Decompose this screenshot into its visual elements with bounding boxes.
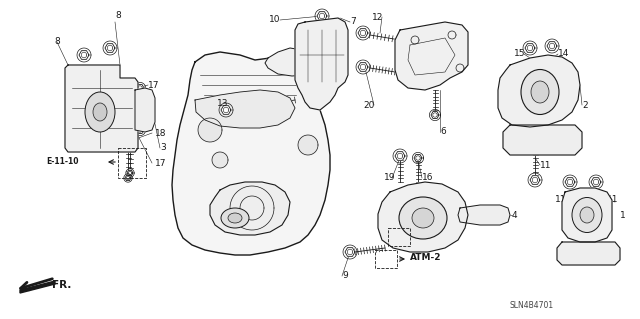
Text: 15: 15: [513, 49, 525, 58]
Text: 5: 5: [447, 50, 452, 60]
Polygon shape: [125, 175, 131, 181]
Ellipse shape: [572, 197, 602, 233]
Text: 6: 6: [440, 128, 445, 137]
Text: FR.: FR.: [52, 280, 72, 290]
Polygon shape: [565, 178, 575, 186]
Text: 10: 10: [269, 16, 280, 25]
Polygon shape: [395, 22, 468, 90]
Text: 8: 8: [115, 11, 121, 20]
Bar: [388, 228, 410, 246]
Polygon shape: [65, 65, 138, 152]
Polygon shape: [317, 12, 327, 20]
Text: 18: 18: [155, 129, 166, 137]
Polygon shape: [345, 248, 355, 256]
Polygon shape: [295, 18, 348, 110]
Ellipse shape: [228, 213, 242, 223]
Text: SLN4B4701: SLN4B4701: [510, 300, 554, 309]
Polygon shape: [127, 170, 133, 175]
Polygon shape: [525, 44, 535, 52]
Polygon shape: [79, 51, 89, 59]
Polygon shape: [135, 88, 155, 132]
Polygon shape: [136, 85, 144, 92]
Polygon shape: [562, 188, 612, 242]
Text: 1: 1: [620, 211, 626, 219]
Text: 11: 11: [607, 196, 618, 204]
Polygon shape: [530, 176, 540, 184]
Polygon shape: [221, 106, 231, 114]
Polygon shape: [557, 242, 620, 265]
Text: 4: 4: [512, 211, 518, 219]
Polygon shape: [503, 125, 582, 155]
Text: ATM-2: ATM-2: [424, 231, 454, 240]
Polygon shape: [378, 182, 468, 252]
Polygon shape: [358, 29, 368, 37]
Ellipse shape: [85, 92, 115, 132]
Polygon shape: [105, 44, 115, 52]
Text: 8: 8: [54, 38, 60, 47]
Polygon shape: [358, 63, 368, 71]
Text: 11: 11: [540, 160, 552, 169]
Ellipse shape: [221, 208, 249, 228]
Text: ATM-2: ATM-2: [410, 253, 442, 262]
Polygon shape: [136, 127, 144, 133]
Polygon shape: [458, 205, 510, 225]
Text: 19: 19: [383, 174, 395, 182]
Text: E-11-10: E-11-10: [46, 158, 79, 167]
Text: 20: 20: [364, 100, 375, 109]
Bar: [118, 148, 146, 178]
Polygon shape: [298, 135, 318, 155]
Polygon shape: [195, 90, 295, 128]
Text: 3: 3: [160, 144, 166, 152]
Polygon shape: [20, 281, 55, 293]
Polygon shape: [212, 152, 228, 168]
Polygon shape: [414, 154, 422, 161]
Ellipse shape: [521, 70, 559, 115]
Text: 9: 9: [342, 271, 348, 280]
Ellipse shape: [399, 197, 447, 239]
Text: 16: 16: [422, 174, 433, 182]
Ellipse shape: [580, 207, 594, 223]
Polygon shape: [210, 182, 290, 235]
Ellipse shape: [93, 103, 107, 121]
Text: 2: 2: [582, 100, 588, 109]
Bar: [375, 250, 397, 268]
Polygon shape: [547, 42, 557, 50]
Ellipse shape: [412, 208, 434, 228]
Text: 13: 13: [216, 99, 228, 108]
Ellipse shape: [531, 81, 549, 103]
Text: 11: 11: [554, 196, 566, 204]
Polygon shape: [172, 52, 330, 255]
Polygon shape: [395, 152, 405, 160]
Text: 14: 14: [558, 49, 570, 58]
Text: 7: 7: [350, 18, 356, 26]
Polygon shape: [431, 112, 439, 118]
Polygon shape: [498, 55, 580, 127]
Text: 12: 12: [372, 12, 383, 21]
Text: 17: 17: [148, 80, 159, 90]
Polygon shape: [265, 48, 318, 76]
Polygon shape: [591, 178, 601, 186]
Text: 17: 17: [155, 159, 166, 167]
Polygon shape: [198, 118, 222, 142]
